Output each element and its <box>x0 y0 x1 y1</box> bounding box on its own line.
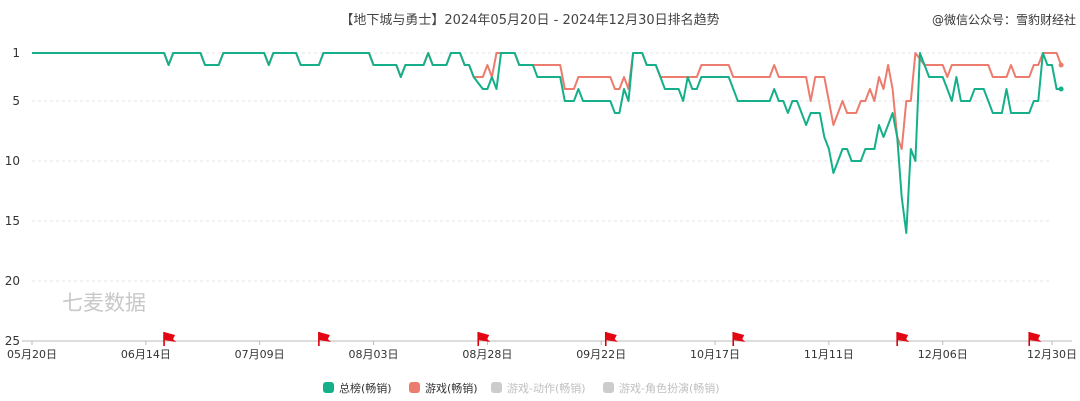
x-tick-label: 12月06日 <box>918 348 968 361</box>
legend-swatch <box>409 382 420 393</box>
x-tick-label: 07月09日 <box>235 348 285 361</box>
legend-item-3[interactable]: 游戏-角色扮演(畅销) <box>603 381 720 395</box>
legend-swatch <box>491 382 502 393</box>
legend-label: 游戏-动作(畅销) <box>507 381 586 395</box>
series-line-0 <box>32 52 1062 234</box>
series-end-point <box>1058 62 1064 68</box>
y-tick-label: 1 <box>12 46 20 60</box>
legend[interactable]: 总榜(畅销) 游戏(畅销) 游戏-动作(畅销) 游戏-角色扮演(畅销) <box>323 381 720 395</box>
event-flag-icon[interactable] <box>1028 332 1042 346</box>
event-flag-icon[interactable] <box>477 332 491 346</box>
x-tick-label: 08月28日 <box>462 348 512 361</box>
event-flag-icon[interactable] <box>604 332 618 346</box>
source-watermark: @微信公众号：雪豹财经社 <box>932 12 1076 27</box>
x-tick-label: 11月11日 <box>804 348 854 361</box>
x-tick-label: 12月30日 <box>1027 348 1077 361</box>
event-flags[interactable] <box>163 332 1042 346</box>
series-end-point <box>1058 86 1064 92</box>
event-flag-icon[interactable] <box>896 332 910 346</box>
legend-label: 总榜(畅销) <box>339 381 392 395</box>
brand-watermark: 七麦数据 <box>62 291 146 315</box>
y-tick-label: 25 <box>5 334 20 348</box>
event-flag-icon[interactable] <box>163 332 177 346</box>
x-tick-label: 05月20日 <box>7 348 57 361</box>
x-tick-label: 09月22日 <box>576 348 626 361</box>
x-tick-label: 06月14日 <box>121 348 171 361</box>
legend-swatch <box>323 382 334 393</box>
x-tick-label: 08月03日 <box>349 348 399 361</box>
x-axis-ticks: 05月20日 06月14日 07月09日 08月03日 08月28日 09月22日 10月1… <box>7 341 1077 361</box>
y-tick-label: 20 <box>5 274 20 288</box>
y-tick-label: 5 <box>12 94 20 108</box>
series-line-1 <box>32 52 1063 150</box>
y-tick-label: 10 <box>5 154 20 168</box>
legend-item-0[interactable]: 总榜(畅销) <box>323 381 392 395</box>
event-flag-icon[interactable] <box>318 332 331 346</box>
grid-lines <box>22 52 1072 342</box>
legend-swatch <box>603 382 614 393</box>
legend-label: 游戏(畅销) <box>425 381 478 395</box>
event-flag-icon[interactable] <box>732 332 746 346</box>
x-tick-label: 10月17日 <box>690 348 740 361</box>
series-lines <box>32 52 1064 234</box>
chart-title: 【地下城与勇士】2024年05月20日 - 2024年12月30日排名趋势 <box>340 12 719 28</box>
legend-item-2[interactable]: 游戏-动作(畅销) <box>491 381 586 395</box>
legend-label: 游戏-角色扮演(畅销) <box>619 381 720 395</box>
y-tick-label: 15 <box>5 214 20 228</box>
legend-item-1[interactable]: 游戏(畅销) <box>409 381 478 395</box>
